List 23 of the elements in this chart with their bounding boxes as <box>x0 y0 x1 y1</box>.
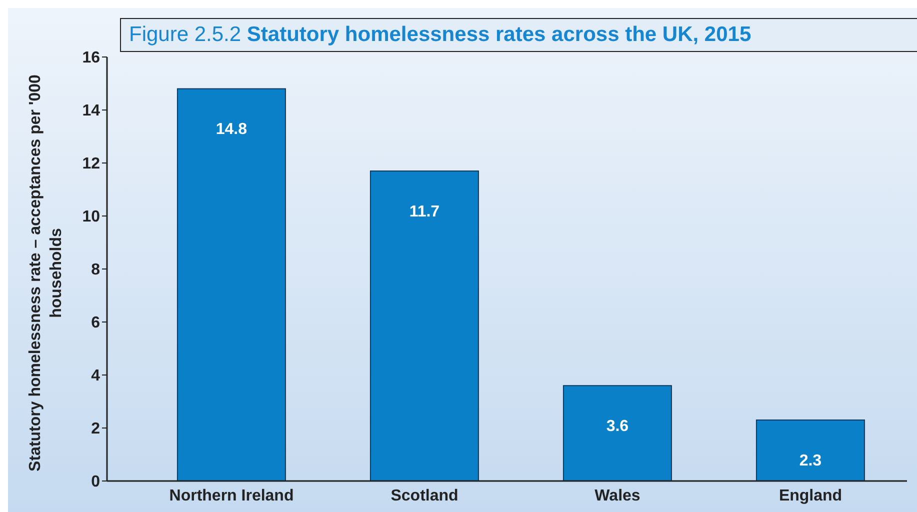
bar <box>176 88 286 481</box>
data-label: 14.8 <box>216 121 248 138</box>
y-tick-label: 6 <box>91 314 100 332</box>
data-label: 2.3 <box>799 452 822 470</box>
x-tick-label: England <box>778 487 842 504</box>
y-tick-label: 12 <box>82 156 100 173</box>
y-tick-label: 16 <box>82 50 100 67</box>
chart-title: Figure 2.5.2 Statutory homelessness rates across the UK, 2015 <box>129 23 752 46</box>
y-tick-label: 0 <box>91 474 100 491</box>
bar <box>370 170 479 481</box>
y-tick-label: 14 <box>82 102 100 120</box>
y-tick-label: 10 <box>82 208 100 226</box>
bar <box>562 385 672 481</box>
bar <box>756 420 865 481</box>
x-tick-label: Scotland <box>390 487 458 504</box>
x-tick-label: Wales <box>594 487 640 504</box>
y-tick-label: 4 <box>91 368 100 385</box>
x-tick-label: Northern Ireland <box>169 487 294 504</box>
y-tick-label: 2 <box>91 420 100 438</box>
y-tick-label: 8 <box>91 262 100 279</box>
y-axis-title: Statutory homelessness rate – acceptances per '000 households <box>26 74 66 473</box>
data-label: 3.6 <box>606 418 629 435</box>
data-label: 11.7 <box>409 203 440 220</box>
